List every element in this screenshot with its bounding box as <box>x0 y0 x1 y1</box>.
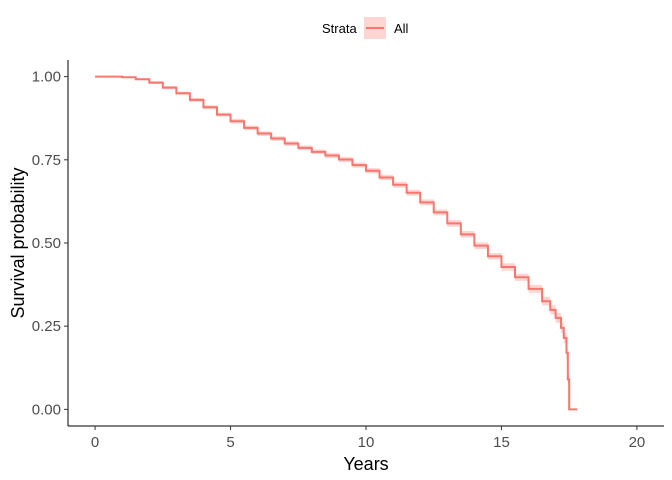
y-axis-title: Survival probability <box>8 167 28 318</box>
x-tick-label: 5 <box>226 434 234 451</box>
x-tick-label: 15 <box>493 434 510 451</box>
legend-label-all: All <box>394 21 409 36</box>
x-tick-label: 20 <box>629 434 646 451</box>
x-axis-title: Years <box>343 454 388 474</box>
y-tick-label: 1.00 <box>32 69 61 86</box>
x-tick-label: 10 <box>358 434 375 451</box>
y-axis-ticks: 0.00 0.25 0.50 0.75 1.00 <box>32 69 68 418</box>
x-tick-label: 0 <box>91 434 99 451</box>
confidence-band <box>95 76 578 410</box>
y-tick-label: 0.00 <box>32 401 61 418</box>
y-tick-label: 0.25 <box>32 318 61 335</box>
plot-panel <box>95 75 578 411</box>
y-tick-label: 0.75 <box>32 152 61 169</box>
survival-curve-all <box>95 75 578 411</box>
legend-title: Strata <box>322 21 357 36</box>
legend: Strata All <box>322 17 409 39</box>
x-axis-ticks: 0 5 10 15 20 <box>91 426 645 451</box>
y-tick-label: 0.50 <box>32 235 61 252</box>
